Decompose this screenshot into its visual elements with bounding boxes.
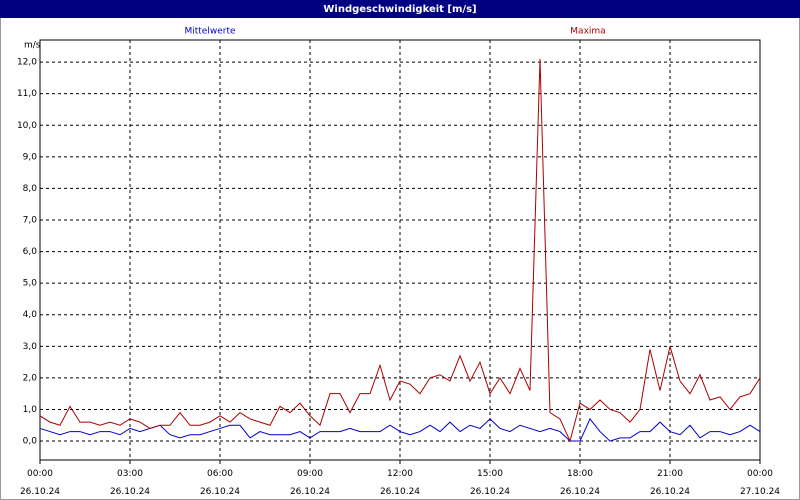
- x-tick-label: 06:00 26.10.24: [199, 469, 241, 497]
- x-tick-label: 00:00 27.10.24: [739, 469, 781, 497]
- y-tick-label: 2,0: [23, 373, 38, 383]
- x-tick-label: 00:00 26.10.24: [19, 469, 61, 497]
- y-tick-label: 9,0: [23, 152, 38, 162]
- x-tick-label: 18:00 26.10.24: [559, 469, 601, 497]
- chart-title: Windgeschwindigkeit [m/s]: [323, 4, 476, 15]
- x-tick-label: 15:00 26.10.24: [469, 469, 511, 497]
- y-tick-label: 8,0: [23, 184, 38, 194]
- y-tick-label: 6,0: [23, 247, 38, 257]
- y-tick-label: 4,0: [23, 310, 38, 320]
- y-tick-label: 10,0: [17, 121, 37, 131]
- y-unit: m/s: [24, 41, 41, 51]
- y-tick-label: 0,0: [23, 437, 38, 447]
- y-tick-label: 11,0: [17, 89, 37, 99]
- legend-label: Mittelwerte: [184, 27, 235, 37]
- series-line: [39, 58, 761, 443]
- y-tick-label: 3,0: [23, 342, 38, 352]
- x-tick-label: 21:00 26.10.24: [649, 469, 691, 497]
- title-bar: [0, 0, 800, 18]
- x-tick-label: 09:00 26.10.24: [289, 469, 331, 497]
- x-tick-label: 12:00 26.10.24: [379, 469, 421, 497]
- y-tick-label: 1,0: [23, 405, 38, 415]
- x-tick-label: 03:00 26.10.24: [109, 469, 151, 497]
- y-tick-label: 5,0: [23, 279, 38, 289]
- y-tick-label: 12,0: [17, 58, 37, 68]
- legend-label: Maxima: [570, 27, 605, 37]
- y-tick-label: 7,0: [23, 216, 38, 226]
